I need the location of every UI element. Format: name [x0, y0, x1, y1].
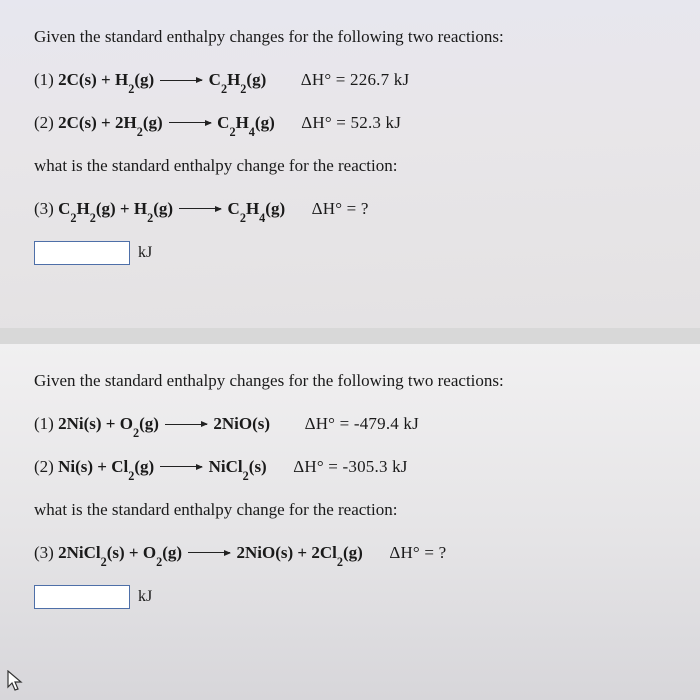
- arrow-icon: [160, 80, 202, 81]
- reaction-lhs: 2C(s) + H2(g): [58, 70, 154, 89]
- reaction-lhs: 2NiCl2(s) + O2(g): [58, 543, 182, 562]
- cursor-icon: [6, 670, 24, 692]
- answer-input[interactable]: [34, 241, 130, 265]
- delta-h: ΔH° = -479.4 kJ: [305, 414, 419, 433]
- page-root: Given the standard enthalpy changes for …: [0, 0, 700, 700]
- reaction-rhs: 2NiO(s) + 2Cl2(g): [237, 543, 363, 562]
- question-panel-1: Given the standard enthalpy changes for …: [0, 0, 700, 328]
- reaction-lhs: 2C(s) + 2H2(g): [58, 113, 163, 132]
- answer-input[interactable]: [34, 585, 130, 609]
- reaction-label: (1): [34, 414, 54, 433]
- reaction-label: (2): [34, 457, 54, 476]
- intro-text: Given the standard enthalpy changes for …: [34, 26, 670, 49]
- answer-row: kJ: [34, 241, 670, 265]
- arrow-icon: [169, 122, 211, 123]
- delta-h: ΔH° = ?: [312, 199, 369, 218]
- delta-h: ΔH° = 226.7 kJ: [301, 70, 410, 89]
- delta-h: ΔH° = 52.3 kJ: [301, 113, 401, 132]
- question-text: what is the standard enthalpy change for…: [34, 499, 670, 522]
- delta-h: ΔH° = ?: [389, 543, 446, 562]
- reaction-3: (3) C2H2(g) + H2(g) C2H4(g) ΔH° = ?: [34, 198, 670, 223]
- reaction-rhs: NiCl2(s): [209, 457, 267, 476]
- reaction-2: (2) 2C(s) + 2H2(g) C2H4(g) ΔH° = 52.3 kJ: [34, 112, 670, 137]
- reaction-3: (3) 2NiCl2(s) + O2(g) 2NiO(s) + 2Cl2(g) …: [34, 542, 670, 567]
- delta-h: ΔH° = -305.3 kJ: [293, 457, 407, 476]
- reaction-rhs: C2H4(g): [217, 113, 275, 132]
- unit-label: kJ: [138, 586, 152, 608]
- reaction-label: (1): [34, 70, 54, 89]
- arrow-icon: [160, 466, 202, 467]
- question-text: what is the standard enthalpy change for…: [34, 155, 670, 178]
- reaction-rhs: C2H4(g): [228, 199, 286, 218]
- arrow-icon: [179, 208, 221, 209]
- reaction-2: (2) Ni(s) + Cl2(g) NiCl2(s) ΔH° = -305.3…: [34, 456, 670, 481]
- arrow-icon: [165, 424, 207, 425]
- intro-text: Given the standard enthalpy changes for …: [34, 370, 670, 393]
- reaction-1: (1) 2Ni(s) + O2(g) 2NiO(s) ΔH° = -479.4 …: [34, 413, 670, 438]
- reaction-rhs: C2H2(g): [209, 70, 267, 89]
- reaction-lhs: C2H2(g) + H2(g): [58, 199, 173, 218]
- reaction-label: (2): [34, 113, 54, 132]
- arrow-icon: [188, 552, 230, 553]
- unit-label: kJ: [138, 242, 152, 264]
- reaction-1: (1) 2C(s) + H2(g) C2H2(g) ΔH° = 226.7 kJ: [34, 69, 670, 94]
- question-panel-2: Given the standard enthalpy changes for …: [0, 344, 700, 700]
- reaction-lhs: 2Ni(s) + O2(g): [58, 414, 159, 433]
- reaction-lhs: Ni(s) + Cl2(g): [58, 457, 154, 476]
- reaction-label: (3): [34, 543, 54, 562]
- reaction-rhs: 2NiO(s): [213, 414, 270, 433]
- answer-row: kJ: [34, 585, 670, 609]
- reaction-label: (3): [34, 199, 54, 218]
